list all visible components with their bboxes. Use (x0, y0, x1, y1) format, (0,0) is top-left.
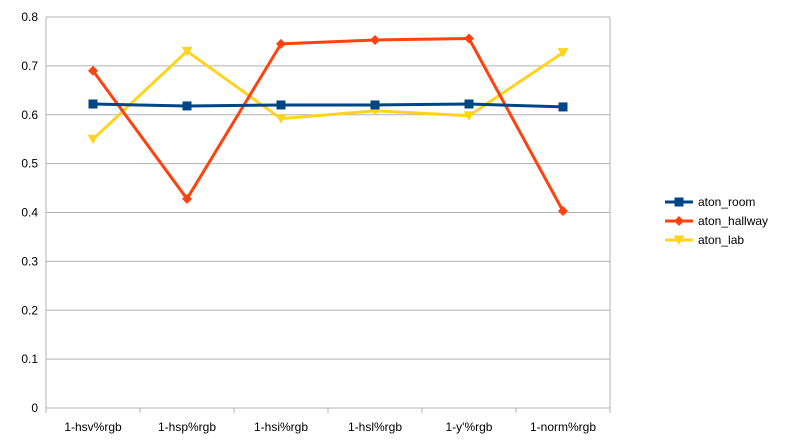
y-tick-label: 0 (31, 401, 38, 415)
legend-marker-aton_hallway (674, 216, 684, 226)
legend: aton_room aton_hallway aton_lab (665, 195, 768, 247)
x-tick-label: 1-hsp%rgb (158, 420, 216, 434)
data-point-aton_lab (275, 114, 287, 124)
data-point-aton_lab (181, 46, 193, 57)
data-point-aton_room (88, 99, 98, 109)
x-tick-label: 1-y'%rgb (446, 420, 493, 434)
legend-label-aton_hallway: aton_hallway (698, 214, 768, 228)
data-point-aton_lab (87, 134, 99, 145)
data-point-aton_hallway (182, 193, 192, 204)
series-line-aton_lab (91, 49, 564, 141)
series-layer (87, 33, 569, 217)
data-point-aton_room (464, 99, 474, 109)
y-tick-label: 0.2 (21, 303, 38, 317)
x-axis-ticks: 1-hsv%rgb 1-hsp%rgb 1-hsi%rgb 1-hsl%rgb 1-y'… (45, 408, 611, 434)
data-point-aton_hallway (88, 65, 98, 76)
data-point-aton_room (276, 100, 286, 110)
y-tick-label: 0.8 (21, 10, 38, 24)
data-point-aton_lab (463, 111, 475, 121)
legend-marker-aton_room (674, 197, 684, 207)
gridlines (45, 16, 611, 409)
legend-label-aton_lab: aton_lab (698, 233, 744, 247)
data-point-aton_hallway (276, 38, 286, 49)
x-tick-label: 1-hsv%rgb (64, 420, 122, 434)
y-tick-label: 0.1 (21, 352, 38, 366)
series-line-aton_room (92, 102, 564, 109)
data-point-aton_room (558, 102, 568, 112)
y-tick-label: 0.5 (21, 157, 38, 171)
y-tick-label: 0.6 (21, 108, 38, 122)
data-point-aton_lab (557, 48, 569, 58)
x-tick-label: 1-norm%rgb (530, 420, 596, 434)
y-tick-label: 0.4 (21, 206, 38, 220)
x-tick-label: 1-hsi%rgb (254, 420, 308, 434)
legend-label-aton_room: aton_room (698, 195, 755, 209)
x-tick-label: 1-hsl%rgb (348, 420, 402, 434)
data-point-aton_hallway (558, 206, 568, 217)
legend-marker-aton_lab (673, 235, 685, 245)
data-point-aton_room (182, 101, 192, 111)
data-point-aton_hallway (464, 33, 474, 44)
data-point-aton_room (370, 100, 380, 110)
data-point-aton_hallway (370, 34, 380, 45)
y-tick-label: 0.3 (21, 254, 38, 268)
series-line-aton_hallway (91, 37, 565, 212)
y-tick-label: 0.7 (21, 59, 38, 73)
y-axis-ticks: 0 0.1 0.2 0.3 0.4 0.5 0.6 0.7 0.8 (21, 10, 38, 415)
